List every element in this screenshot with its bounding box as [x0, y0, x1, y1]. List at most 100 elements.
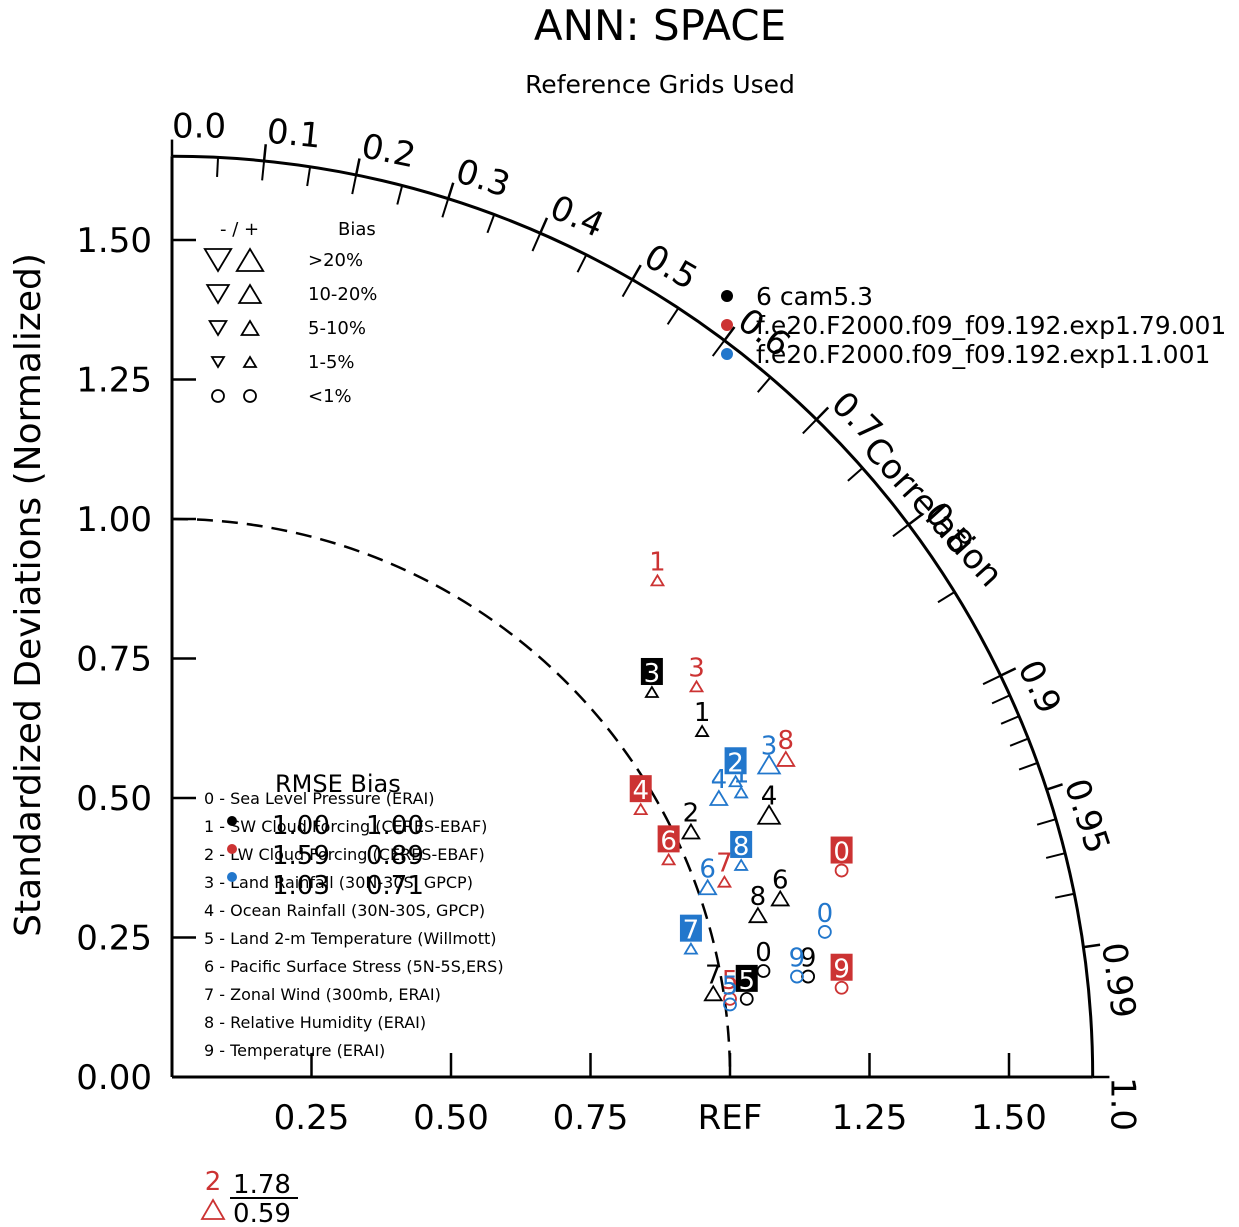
correlation-tick-mark	[441, 198, 450, 218]
data-point-label: 3	[644, 659, 661, 689]
correlation-tick-mark	[757, 376, 772, 393]
correlation-tick-major	[354, 158, 361, 176]
data-point-label-box	[735, 964, 758, 992]
data-point-label: 1	[649, 547, 666, 577]
correlation-tick-label: 0.4	[544, 188, 610, 246]
rmse-value: 1.59	[272, 841, 330, 871]
data-point-label: 9	[789, 944, 806, 974]
offscale-point: 2 1.780.59	[200, 1167, 298, 1227]
correlation-tick-label: 0.3	[451, 151, 515, 205]
bias-legend-down-triangle-icon	[205, 284, 231, 305]
correlation-tick-major	[1083, 943, 1101, 949]
y-tick-label: 1.50	[76, 221, 152, 261]
correlation-tick-mark	[261, 160, 266, 181]
offscale-bias: 0.59	[233, 1199, 291, 1227]
x-tick-label: 0.50	[413, 1098, 489, 1138]
correlation-tick-mark	[847, 467, 864, 482]
data-point-label: 0	[755, 938, 772, 968]
correlation-tick-mark	[531, 232, 542, 252]
rmse-bias-header: RMSE Bias	[275, 770, 401, 798]
data-point-label: 8	[778, 726, 795, 756]
correlation-tick-mark	[711, 339, 726, 357]
data-point-marker	[633, 802, 649, 816]
data-point-label: 2	[727, 748, 744, 778]
variable-legend: 0 - Sea Level Pressure (ERAI) 1 - SW Clou…	[204, 789, 504, 1060]
correlation-tick-mark	[351, 174, 358, 195]
data-point-marker	[697, 878, 718, 896]
data-point-marker	[661, 852, 677, 866]
chart-title: ANN: SPACE	[534, 1, 786, 50]
correlation-tick-mark	[982, 674, 1002, 686]
variable-legend-item: 2 - LW Cloud Forcing (CERES-EBAF)	[204, 845, 485, 864]
y-axis-label: Standardized Deviations (Normalized)	[8, 253, 49, 937]
outer-arc	[171, 154, 1095, 1078]
data-point-label-box	[830, 836, 853, 864]
bias-legend-range-label: >20%	[308, 250, 363, 271]
correlation-tick-mark	[1009, 737, 1029, 747]
data-point-marker	[739, 991, 754, 1006]
data-point-marker	[790, 969, 804, 984]
correlation-tick-label: 0.9	[1009, 654, 1069, 720]
rmse-value: 1.03	[272, 871, 330, 901]
data-point-label: 7	[705, 960, 722, 990]
variable-legend-item: 5 - Land 2-m Temperature (Willmott)	[204, 929, 497, 948]
variable-legend-series-dot	[227, 844, 237, 854]
variable-legend-item: 6 - Pacific Surface Stress (5N-5S,ERS)	[204, 957, 504, 976]
correlation-tick-label: 0.95	[1056, 774, 1118, 858]
bias-legend: - / + Bias >20% 10-20% 5-10% 1-5% <1%	[203, 219, 377, 407]
bias-legend-up-triangle-icon	[242, 355, 258, 368]
correlation-tick-major	[1046, 783, 1063, 791]
correlation-tick-mark	[1036, 818, 1057, 826]
data-point-marker	[747, 906, 768, 924]
correlation-tick-major	[447, 182, 455, 200]
data-point-label: 3	[688, 653, 705, 683]
data-point-marker	[727, 774, 744, 788]
y-tick-label: 0.25	[76, 919, 152, 959]
bias-legend-range-label: 5-10%	[308, 318, 366, 339]
bias-value: 0.71	[366, 871, 424, 901]
correlation-tick-mark	[991, 694, 1011, 705]
chart-subtitle: Reference Grids Used	[525, 70, 795, 99]
bias-legend-down-triangle-icon	[208, 320, 228, 337]
correlation-tick-major	[262, 144, 267, 162]
correlation-tick-major	[631, 264, 642, 281]
data-point-marker	[683, 941, 699, 955]
data-point-marker	[733, 858, 749, 871]
data-point-label: 1	[694, 698, 711, 728]
data-point-label-box	[830, 953, 853, 981]
data-point-marker	[775, 750, 796, 767]
data-point-label: 5	[722, 966, 739, 996]
correlation-tick-major	[815, 406, 830, 421]
data-point-label: 2	[683, 798, 700, 828]
data-point-marker	[703, 984, 724, 1002]
data-point-label: 0	[833, 838, 850, 868]
data-point-marker	[733, 785, 749, 799]
variable-legend-item: 3 - Land Rainfall (30N-30S, GPCP)	[204, 873, 473, 892]
data-point-marker	[694, 724, 710, 737]
correlation-tick-label: 0.0	[172, 107, 226, 147]
data-point-label-box	[640, 657, 663, 685]
data-point-label: 7	[716, 849, 733, 879]
variable-legend-item: 8 - Relative Humidity (ERAI)	[204, 1013, 426, 1032]
series-legend-dot-icon	[721, 348, 733, 360]
series-legend-dot-icon	[721, 319, 733, 331]
correlation-tick-mark	[621, 279, 634, 298]
variable-legend-item: 0 - Sea Level Pressure (ERAI)	[204, 789, 434, 808]
correlation-tick-mark	[1045, 852, 1066, 859]
data-point-marker	[680, 822, 701, 840]
x-tick-label: 1.50	[971, 1098, 1047, 1138]
bias-value: 1.00	[366, 811, 424, 841]
y-tick-label: 0.50	[76, 779, 152, 819]
data-point-label: 8	[733, 832, 750, 862]
bias-legend-up-triangle-icon	[237, 283, 263, 304]
y-tick-label: 1.00	[76, 500, 152, 540]
data-point-marker	[817, 925, 832, 939]
bias-legend-down-triangle-icon	[203, 248, 233, 273]
correlation-tick-mark	[486, 214, 496, 234]
data-point-marker	[834, 863, 849, 878]
correlation-tick-mark	[216, 157, 220, 178]
data-point-marker	[649, 573, 666, 587]
correlation-tick-mark	[306, 166, 312, 187]
